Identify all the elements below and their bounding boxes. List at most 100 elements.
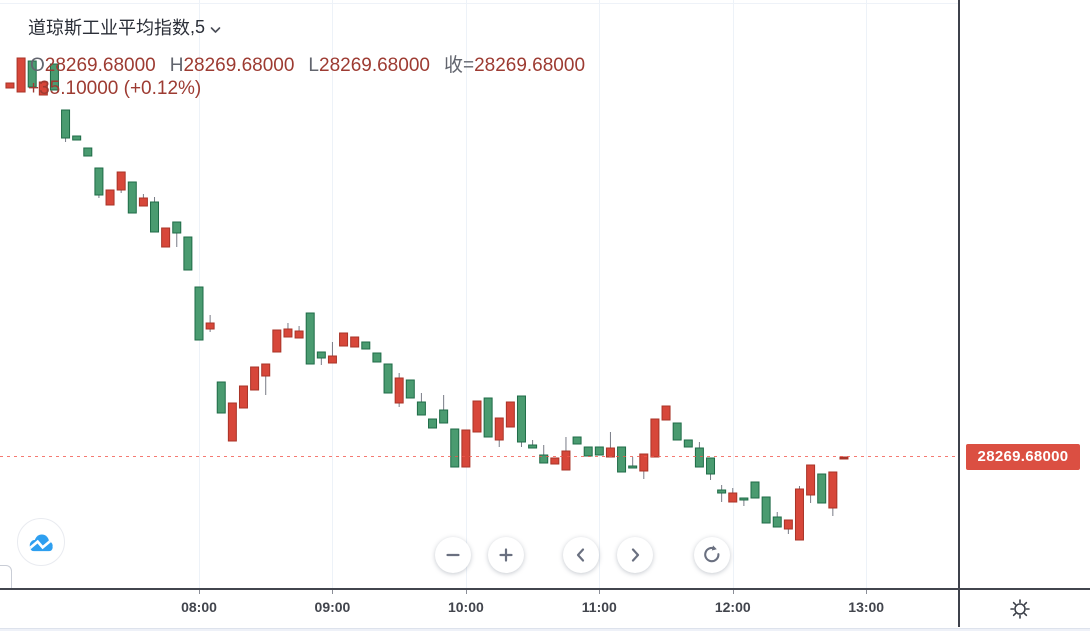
axis-settings-button[interactable]	[1008, 597, 1032, 621]
candle-body	[5, 82, 15, 89]
low-label: L	[308, 55, 319, 76]
change-value: +35.10000 (+0.12%)	[28, 78, 202, 99]
candle-body	[105, 189, 115, 206]
candle-body	[416, 401, 426, 416]
candle-body	[238, 385, 248, 409]
candle-body	[38, 81, 48, 96]
candle-body	[49, 63, 59, 91]
corner-panel-sliver	[0, 565, 12, 588]
chevron-right-icon	[631, 548, 640, 562]
vertical-gridline	[465, 0, 467, 588]
close-value: 28269.68000	[474, 55, 586, 76]
candle-body	[516, 395, 526, 443]
candle-body	[116, 171, 126, 191]
high-label: H	[169, 55, 184, 76]
candle-body	[672, 422, 682, 441]
candle-body	[561, 450, 571, 471]
candle-body	[405, 379, 415, 399]
price-axis[interactable]: 28269.68000	[958, 0, 1090, 588]
candle-body	[583, 446, 593, 457]
vertical-gridline	[599, 0, 601, 588]
chevron-down-icon	[210, 18, 221, 39]
candle-body	[617, 446, 627, 473]
plus-icon	[499, 548, 513, 562]
gear-icon	[1010, 599, 1030, 619]
candle-body	[94, 167, 104, 196]
candle-body	[227, 402, 237, 442]
candle-body	[683, 439, 693, 448]
candle-body	[383, 363, 393, 394]
candle-body	[294, 330, 304, 339]
candle-body	[205, 322, 215, 330]
candle-body	[539, 454, 549, 464]
title-separator: ,	[190, 16, 196, 37]
time-tick	[866, 590, 868, 594]
candle-body	[172, 221, 182, 234]
candle-body	[839, 456, 849, 460]
time-axis[interactable]: 08:00 09:00 10:00 11:00 12:00 13:00	[0, 588, 1090, 631]
candle-body	[339, 332, 349, 347]
candle-body	[761, 496, 771, 524]
candle-body	[450, 428, 460, 468]
candle-body	[783, 519, 793, 530]
candle-body	[806, 464, 816, 496]
candle-body	[183, 236, 193, 271]
ohlc-row: O28269.68000 H28269.68000 L28269.68000 收=28…	[30, 50, 599, 77]
candle-body	[717, 489, 727, 494]
interval-value: 5	[195, 16, 206, 37]
zoom-in-button[interactable]	[488, 537, 524, 573]
pan-right-button[interactable]	[617, 537, 653, 573]
candle-body	[394, 377, 404, 404]
candle-body	[650, 418, 660, 458]
reset-arrow-icon	[704, 545, 720, 563]
reset-chart-button[interactable]	[694, 537, 730, 573]
watermark-logo-button[interactable]	[17, 518, 65, 566]
candle-body	[372, 352, 382, 363]
axis-separator	[958, 590, 960, 627]
candle-body	[550, 457, 560, 465]
candle-body	[272, 329, 282, 353]
candle-body	[83, 147, 93, 157]
candle-body	[605, 447, 615, 458]
horizontal-gridline	[0, 3, 958, 4]
candle-body	[261, 363, 271, 377]
candle-body	[828, 471, 838, 509]
zoom-out-button[interactable]	[435, 537, 471, 573]
candle-body	[150, 201, 160, 233]
candle-body	[361, 341, 371, 350]
candle-body	[161, 227, 171, 248]
candle-body	[327, 355, 337, 364]
time-tick	[732, 590, 734, 594]
time-tick	[332, 590, 334, 594]
candle-body	[750, 481, 760, 499]
cloud-chart-logo-icon	[29, 534, 53, 552]
candle-body	[483, 397, 493, 438]
low-value: 28269.68000	[319, 55, 430, 76]
candle-body	[706, 457, 716, 475]
candle-body	[772, 516, 782, 528]
candle-body	[461, 429, 471, 468]
time-label: 11:00	[581, 599, 617, 615]
time-tick	[465, 590, 467, 594]
candle-body	[794, 488, 804, 541]
pan-left-button[interactable]	[563, 537, 599, 573]
candle-body	[494, 417, 504, 441]
candle-body	[316, 351, 326, 359]
symbol-name: 道琼斯工业平均指数	[28, 18, 190, 38]
candle-body	[439, 409, 449, 424]
close-label: 收=	[443, 55, 475, 76]
candle-body	[305, 312, 315, 365]
candle-body	[472, 400, 482, 433]
vertical-gridline	[866, 0, 868, 588]
time-label: 09:00	[314, 599, 351, 615]
time-label: 13:00	[848, 599, 885, 615]
candle-body	[138, 197, 148, 207]
candle-body	[283, 328, 293, 338]
candlestick-chart[interactable]	[0, 0, 958, 588]
candle-body	[572, 436, 582, 445]
symbol-title[interactable]: 道琼斯工业平均指数, 5	[28, 14, 221, 40]
time-tick	[199, 590, 200, 594]
chart-pane[interactable]: 道琼斯工业平均指数, 5 O28269.68000 H28269.68000 L28…	[0, 0, 958, 588]
candle-body	[16, 57, 26, 93]
